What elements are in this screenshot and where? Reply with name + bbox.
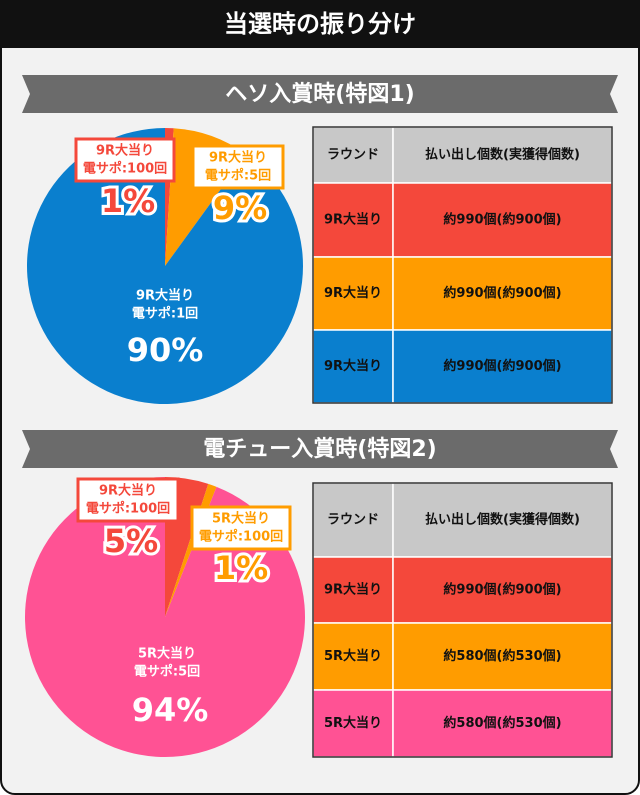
slice-detail: 電サポ:100回	[83, 161, 167, 177]
table-border	[312, 126, 613, 404]
section-banner	[22, 430, 618, 468]
value-label: 94%	[132, 691, 209, 729]
table-cell	[312, 329, 394, 404]
table-text: 9R大当り	[324, 212, 382, 228]
table-cell	[392, 329, 613, 404]
table-text: 5R大当り	[324, 715, 382, 731]
label-box	[191, 144, 285, 190]
slice-detail: 電サポ:5回	[205, 168, 271, 184]
table-text: 約990個(約900個)	[443, 285, 561, 301]
slice-name: 9R大当り	[99, 483, 157, 499]
table-cell	[392, 482, 613, 558]
slice-name: 5R大当り	[212, 511, 270, 527]
slice-detail: 電サポ:100回	[86, 501, 170, 517]
slice-detail: 電サポ:100回	[199, 529, 283, 545]
table-text: 9R大当り	[324, 285, 382, 301]
table-text: 約580個(約530個)	[443, 715, 561, 731]
slice-name: 9R大当り	[96, 143, 154, 159]
table-text: 払い出し個数(実獲得個数)	[425, 147, 580, 163]
table-border	[312, 482, 613, 758]
section-banner	[22, 75, 618, 113]
table-text: ラウンド	[327, 513, 379, 528]
value-label: 90%	[127, 331, 204, 369]
label-box	[76, 477, 180, 523]
table-text: 約990個(約900個)	[443, 358, 561, 374]
value-label: 1%	[101, 182, 155, 220]
table-cell	[312, 556, 394, 624]
slice-detail: 電サポ:1回	[132, 306, 198, 322]
slice-name: 5R大当り	[138, 646, 196, 662]
table-cell	[392, 622, 613, 691]
slice-detail: 電サポ:5回	[134, 664, 200, 680]
value-label: 5%	[104, 522, 158, 560]
table-text: ラウンド	[327, 148, 379, 163]
table-text: 5R大当り	[324, 648, 382, 664]
table-cell	[392, 689, 613, 758]
table-text: 払い出し個数(実獲得個数)	[425, 512, 580, 528]
header-bar	[0, 0, 640, 48]
table-cell	[312, 256, 394, 331]
slice-name: 9R大当り	[209, 150, 267, 166]
value-label: 9%	[213, 189, 267, 227]
table-text: 約990個(約900個)	[443, 582, 561, 598]
section-title: ヘソ入賞時(特図1)	[225, 81, 414, 107]
table-text: 9R大当り	[324, 582, 382, 598]
page-title: 当選時の振り分け	[224, 10, 416, 38]
pie-slice	[27, 128, 304, 404]
table-text: 9R大当り	[324, 358, 382, 374]
value-label: 1%	[214, 549, 268, 587]
label-box	[190, 505, 292, 551]
section-title: 電チュー入賞時(特図2)	[203, 436, 436, 462]
slice-name: 9R大当り	[136, 288, 194, 304]
table-text: 約990個(約900個)	[443, 212, 561, 228]
label-box	[74, 137, 176, 183]
table-text: 約580個(約530個)	[443, 648, 561, 664]
